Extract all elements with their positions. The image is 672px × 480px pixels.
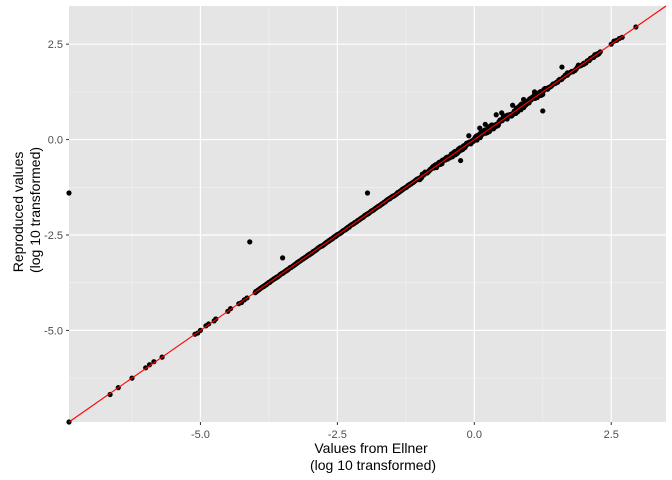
data-point [559,64,565,70]
x-tick-label: 2.5 [604,429,619,441]
data-point [146,362,153,368]
y-axis-title-line-2: (log 10 transformed) [27,147,43,273]
data-point [493,112,499,118]
data-point [531,89,538,95]
data-point [151,359,157,365]
grid-major [69,6,666,422]
x-tick-label: -5.0 [191,429,210,441]
x-tick-label: -2.5 [328,429,347,441]
grid-minor [69,6,666,422]
data-point [499,110,505,116]
y-tick-label: 0.0 [48,135,63,147]
y-axis-ticks: -5.0 -2.5 0.0 2.5 [44,39,69,337]
x-axis-ticks: -5.0 -2.5 0.0 2.5 [191,422,619,441]
y-tick-label: -2.5 [44,230,63,242]
data-point [477,125,483,131]
y-tick-label: 2.5 [48,39,63,51]
data-point [107,391,113,398]
data-point [458,157,464,164]
data-point [66,190,72,196]
y-axis-title: Reproduced values (log 10 transformed) [10,147,43,273]
x-axis-title: Values from Ellner (log 10 transformed) [310,440,436,473]
x-axis-title-line-2: (log 10 transformed) [310,457,436,473]
data-point [540,108,546,114]
data-point [520,96,527,103]
identity-reference-line [68,5,667,423]
data-point [280,255,286,261]
y-tick-label: -5.0 [44,325,63,337]
data-point [466,133,472,139]
x-axis-title-line-1: Values from Ellner [314,440,428,456]
data-point [510,102,516,108]
data-point [247,239,253,245]
y-axis-title-line-1: Reproduced values [10,152,26,273]
data-point [482,121,488,127]
x-tick-label: 0.0 [467,429,482,441]
data-point [364,190,371,196]
